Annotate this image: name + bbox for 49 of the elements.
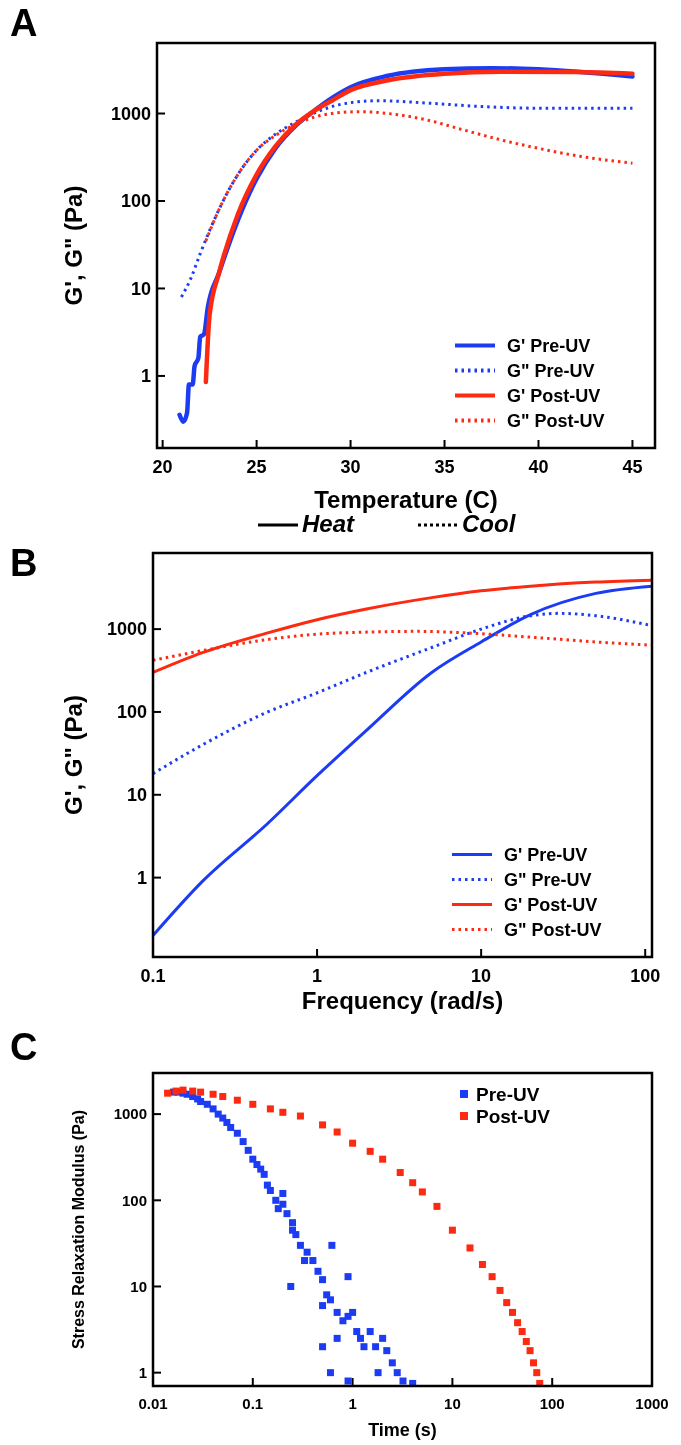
y-tick-label: 100 (120, 191, 151, 212)
y-axis-title: G', G" (Pa) (60, 695, 87, 815)
x-axis-title: Time (s) (368, 1420, 437, 1440)
x-tick-label: 1 (312, 965, 323, 986)
x-tick-label: 0.1 (242, 1394, 264, 1412)
y-tick-label: 1000 (113, 1105, 147, 1123)
x-tick-label: 100 (630, 965, 661, 986)
y-tick-label: 1000 (110, 103, 151, 124)
legend-label: G" Post-UV (507, 410, 605, 431)
x-tick-label: 25 (246, 456, 267, 477)
x-axis-title: Frequency (rad/s) (301, 987, 504, 1014)
y-tick-label: 1 (138, 1363, 147, 1381)
line-series (203, 69, 635, 385)
y-tick-label: 100 (116, 702, 147, 723)
legend-label: Post-UV (476, 1105, 551, 1127)
chart-title: C (10, 1026, 38, 1068)
x-tick-label: 35 (434, 456, 455, 477)
y-tick-label: 10 (126, 785, 147, 806)
x-tick-label: 1 (348, 1394, 357, 1412)
x-tick-label: 10 (444, 1394, 461, 1412)
x-tick-label: 10 (471, 965, 492, 986)
y-tick-label: 1 (140, 366, 151, 387)
x-tick-label: 0.1 (140, 965, 166, 986)
line-series (179, 99, 634, 299)
legend-label: G' Pre-UV (504, 844, 588, 865)
y-tick-label: 1000 (106, 619, 147, 640)
y-axis-title: Stress Relaxation Modulus (Pa) (70, 1109, 87, 1350)
x-tick-label: 0.01 (138, 1394, 168, 1412)
x-tick-label: 45 (622, 456, 643, 477)
y-tick-label: 10 (130, 1277, 147, 1295)
x-tick-label: 30 (340, 456, 361, 477)
y-tick-label: 100 (121, 1191, 147, 1209)
legend-label: Pre-UV (476, 1083, 540, 1105)
x-tick-label: 1000 (635, 1394, 669, 1412)
y-axis-title: G', G" (Pa) (60, 185, 87, 306)
legend-label: G" Pre-UV (507, 360, 595, 381)
legend-label: G" Post-UV (504, 919, 602, 940)
y-tick-label: 1 (136, 867, 147, 888)
legend-label: G' Pre-UV (507, 335, 591, 356)
x-tick-label: 100 (539, 1394, 565, 1412)
legend-label: G' Post-UV (504, 894, 598, 915)
legend-label: G" Pre-UV (504, 869, 592, 890)
text: Heat (302, 510, 356, 537)
y-tick-label: 10 (130, 278, 151, 299)
chart-title: B (10, 542, 38, 584)
x-tick-label: 40 (528, 456, 549, 477)
chart-title: A (10, 2, 38, 44)
x-tick-label: 20 (152, 456, 173, 477)
legend-label: G' Post-UV (507, 385, 601, 406)
